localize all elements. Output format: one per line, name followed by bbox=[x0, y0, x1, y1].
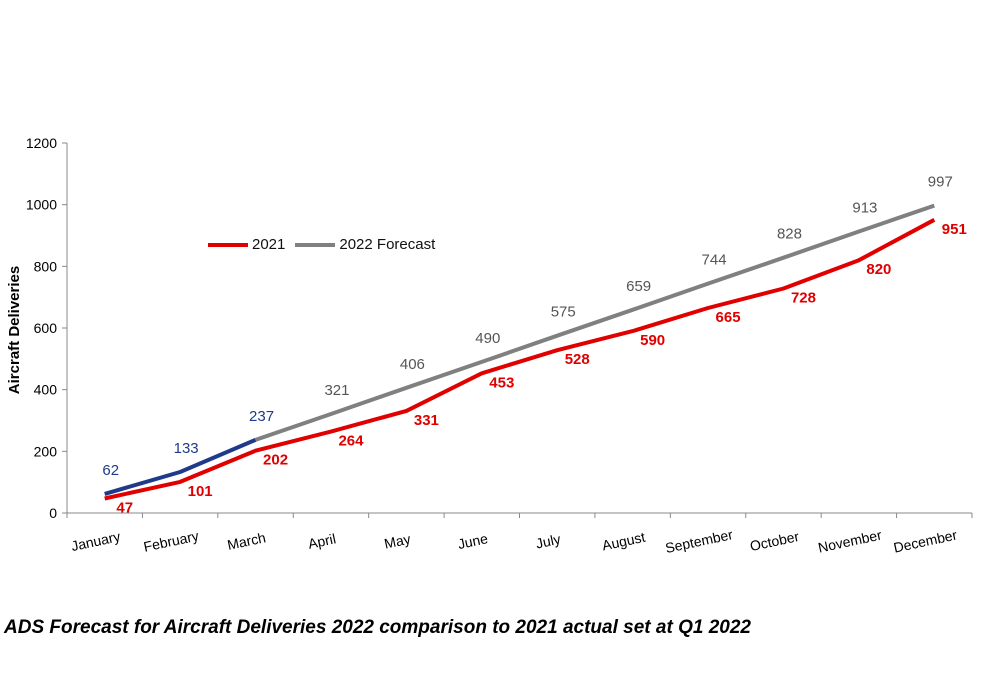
y-tick-label: 0 bbox=[49, 505, 57, 521]
data-label-2021: 820 bbox=[866, 261, 891, 278]
y-tick-label: 1000 bbox=[26, 197, 57, 213]
legend-swatch-2022-forecast bbox=[295, 242, 336, 247]
x-tick-label: October bbox=[748, 528, 800, 554]
y-tick-label: 800 bbox=[34, 258, 58, 274]
data-label-2021: 665 bbox=[716, 309, 741, 326]
x-tick-label: September bbox=[664, 526, 735, 556]
data-label-2022: 744 bbox=[702, 252, 727, 269]
data-label-2022: 913 bbox=[852, 199, 877, 216]
data-label-2022: 997 bbox=[928, 174, 953, 191]
x-tick-label: March bbox=[226, 529, 267, 553]
data-label-2021: 264 bbox=[338, 433, 364, 450]
y-tick-label: 600 bbox=[34, 320, 58, 336]
data-label-2022: 575 bbox=[551, 304, 576, 321]
x-tick-label: May bbox=[383, 531, 412, 552]
x-tick-label: April bbox=[307, 530, 338, 551]
y-tick-label: 200 bbox=[34, 443, 58, 459]
legend-label-2021: 2021 bbox=[252, 236, 286, 253]
data-label-2021: 101 bbox=[188, 483, 213, 500]
legend-item-2022-forecast: 2022 Forecast bbox=[295, 236, 435, 253]
data-label-2021: 331 bbox=[414, 412, 439, 429]
series-line-2022-forecast bbox=[254, 203, 935, 442]
x-tick-label: August bbox=[601, 529, 647, 554]
data-label-2021: 528 bbox=[565, 351, 590, 368]
data-label-2022: 490 bbox=[475, 330, 500, 347]
legend-item-2021: 2021 bbox=[208, 236, 285, 253]
data-label-2022: 406 bbox=[400, 356, 425, 373]
data-label-2022: 828 bbox=[777, 226, 802, 243]
y-tick-label: 1200 bbox=[26, 135, 57, 151]
data-label-2021: 453 bbox=[489, 374, 514, 391]
series-line-2022-actual bbox=[104, 438, 257, 496]
data-label-2022: 321 bbox=[324, 382, 349, 399]
x-tick-label: July bbox=[534, 531, 562, 552]
chart-caption: ADS Forecast for Aircraft Deliveries 202… bbox=[4, 617, 751, 638]
data-label-2021: 47 bbox=[116, 500, 133, 517]
data-label-2022: 133 bbox=[174, 440, 199, 457]
series-line-2021 bbox=[104, 218, 936, 501]
x-tick-label: November bbox=[817, 527, 884, 556]
data-label-2022: 237 bbox=[249, 408, 274, 425]
data-label-2021: 202 bbox=[263, 452, 288, 469]
x-tick-label: June bbox=[456, 530, 489, 552]
y-axis-label: Aircraft Deliveries bbox=[6, 266, 23, 394]
chart-legend: 2021 2022 Forecast bbox=[208, 236, 445, 253]
chart-series bbox=[104, 203, 936, 501]
x-tick-label: January bbox=[70, 528, 122, 554]
y-tick-label: 400 bbox=[34, 382, 58, 398]
data-label-2021: 951 bbox=[942, 221, 967, 238]
legend-swatch-2021 bbox=[208, 242, 248, 247]
data-labels: 62 133 237 321 406 490 575 659 744 828 913 997 47 101… bbox=[102, 174, 966, 517]
data-label-2021: 728 bbox=[791, 290, 816, 307]
legend-label-2022-forecast: 2022 Forecast bbox=[339, 236, 436, 253]
data-label-2021: 590 bbox=[640, 332, 665, 349]
x-tick-label: December bbox=[892, 527, 959, 556]
x-tick-label: February bbox=[142, 527, 200, 554]
data-label-2022: 659 bbox=[626, 278, 651, 295]
data-label-2022: 62 bbox=[102, 462, 119, 479]
